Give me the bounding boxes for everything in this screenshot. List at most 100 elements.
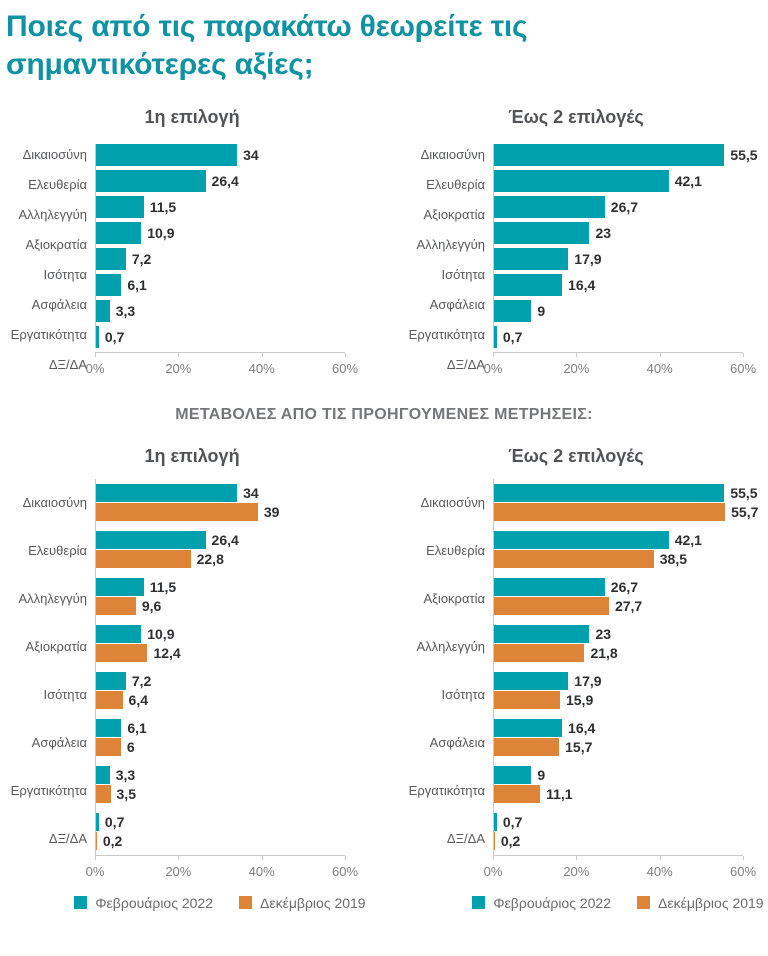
category-label: Ισότητα xyxy=(43,687,87,703)
value-label: 34 xyxy=(243,146,259,163)
bar-line: 17,9 xyxy=(494,671,743,690)
bar xyxy=(96,765,110,784)
bar-line: 11,5 xyxy=(96,195,345,218)
legend-label: Φεβρουάριος 2022 xyxy=(493,894,611,911)
value-label: 42,1 xyxy=(674,531,702,548)
value-label: 23 xyxy=(595,224,612,241)
legend-item: Δεκέμβριος 2019 xyxy=(239,895,366,911)
bar-line: 11,5 xyxy=(96,577,345,596)
value-label: 9,6 xyxy=(141,597,162,614)
bar-line: 26,7 xyxy=(494,577,743,596)
value-label: 3,3 xyxy=(115,302,136,319)
value-label: 3,3 xyxy=(115,766,136,783)
bar-line: 6,1 xyxy=(96,273,345,296)
bar xyxy=(494,643,585,662)
bar-group: 55,5 xyxy=(494,143,758,166)
section-header: ΜΕΤΑΒΟΛΕΣ ΑΠΟ ΤΙΣ ΠΡΟΗΓΟΥΜΕΝΕΣ ΜΕΤΡΗΣΕΙΣ… xyxy=(175,405,593,423)
bar xyxy=(494,784,541,803)
category-label: Εργατικότητα xyxy=(10,783,87,799)
bar-group: 9 xyxy=(494,299,743,322)
x-axis-tick-label: 20% xyxy=(563,360,590,376)
bar xyxy=(494,530,669,549)
chart-first-choice-comparison: 1η επιλογή Δικαιοσύνη Ελευθερία Αλληλεγγύη Α… xyxy=(0,446,384,911)
value-label: 55,5 xyxy=(730,484,758,501)
x-axis-tick xyxy=(95,352,96,357)
legend-swatch xyxy=(472,896,486,910)
bar-group: 6,1 6 xyxy=(96,714,345,761)
legend-item: Φεβρουάριος 2022 xyxy=(472,895,611,911)
value-label: 42,1 xyxy=(674,172,702,189)
category-label: Ελευθερία xyxy=(426,177,485,193)
legend: Φεβρουάριος 2022 Δεκέμβριος 2019 xyxy=(472,895,764,911)
x-axis-tick-label: 60% xyxy=(729,360,757,376)
chart-up-to-two-choices: Έως 2 επιλογές Δικαιοσύνη Ελευθερία Αξιοκρα… xyxy=(384,107,768,380)
value-label: 0,7 xyxy=(502,328,523,345)
category-label: Δικαιοσύνη xyxy=(420,495,485,511)
bar-line: 6 xyxy=(96,737,345,756)
bar-line: 0,2 xyxy=(96,831,345,850)
value-label: 10,9 xyxy=(147,224,175,241)
bar-line: 15,9 xyxy=(494,690,743,709)
bar xyxy=(494,299,532,322)
category-label: ΔΞ/ΔΑ xyxy=(446,831,485,847)
x-axis-tick-label: 0% xyxy=(483,863,503,879)
bar xyxy=(96,549,191,568)
bar-line: 0,7 xyxy=(494,325,743,348)
legend-swatch xyxy=(637,896,650,910)
chart-title: Έως 2 επιλογές xyxy=(508,445,644,466)
category-label: Ισότητα xyxy=(441,687,485,703)
bar-line: 0,7 xyxy=(494,812,743,831)
value-label: 15,7 xyxy=(565,738,593,755)
bar-group: 11,5 9,6 xyxy=(96,573,345,620)
bar-group: 26,7 xyxy=(494,195,743,218)
bar xyxy=(494,247,569,270)
value-label: 0,2 xyxy=(102,832,123,849)
value-label: 34 xyxy=(243,484,259,501)
chart-body: Δικαιοσύνη Ελευθερία Αλληλεγγύη Αξιοκρατία Ι… xyxy=(0,140,384,380)
x-axis: 0% 20% 40% 60% xyxy=(484,854,756,883)
x-axis-tick-label: 40% xyxy=(248,360,275,376)
value-label: 23 xyxy=(595,625,612,642)
x-axis-tick-label: 60% xyxy=(729,863,757,879)
legend-item: Φεβρουάριος 2022 xyxy=(74,895,213,911)
value-label: 26,4 xyxy=(211,172,239,189)
bar-line: 12,4 xyxy=(96,643,345,662)
bar xyxy=(494,195,605,218)
x-axis-tick xyxy=(576,352,578,357)
plot-area: 34 39 26,4 22,8 11,5 9,6 10,9 12,4 7,2 6,4 6,1 6 3,3… xyxy=(86,478,358,883)
value-label: 11,1 xyxy=(546,785,573,802)
bar-line: 6,1 xyxy=(96,718,345,737)
bar-group: 23 21,8 xyxy=(494,620,743,667)
x-axis-tick-label: 20% xyxy=(165,360,192,376)
category-label: Αλληλεγγύη xyxy=(18,591,87,607)
chart-body: Δικαιοσύνη Ελευθερία Αξιοκρατία Αλληλεγγύη Ι… xyxy=(384,140,768,380)
bar xyxy=(96,718,122,737)
value-label: 0,7 xyxy=(502,813,523,830)
category-label: Δικαιοσύνη xyxy=(420,147,485,163)
bar xyxy=(96,325,99,348)
category-label: Ισότητα xyxy=(43,267,87,283)
bar-group: 26,4 xyxy=(96,169,345,192)
value-label: 22,8 xyxy=(196,550,224,567)
bar xyxy=(96,195,144,218)
bar-line: 10,9 xyxy=(96,624,345,643)
category-labels: Δικαιοσύνη Ελευθερία Αλληλεγγύη Αξιοκρατία Ι… xyxy=(0,140,95,380)
x-axis-tick xyxy=(345,855,346,860)
value-label: 7,2 xyxy=(131,250,152,267)
survey-infographic: Ποιες από τις παρακάτω θεωρείτε τις σημα… xyxy=(0,10,768,911)
bar xyxy=(494,169,669,192)
category-labels: Δικαιοσύνη Ελευθερία Αλληλεγγύη Αξιοκρατία Ι… xyxy=(0,479,95,883)
value-label: 9 xyxy=(537,766,546,783)
bar-line: 55,5 xyxy=(494,143,758,166)
x-axis-tick xyxy=(493,352,494,357)
value-label: 26,4 xyxy=(211,531,239,548)
value-label: 21,8 xyxy=(590,644,618,661)
bar xyxy=(96,671,126,690)
x-axis-tick-label: 60% xyxy=(331,863,359,879)
value-label: 55,5 xyxy=(730,146,758,163)
bar xyxy=(96,221,142,244)
bar-group: 23 xyxy=(494,221,743,244)
x-axis-tick-label: 20% xyxy=(165,863,192,879)
x-axis-tick xyxy=(95,855,96,860)
bar xyxy=(494,483,725,502)
